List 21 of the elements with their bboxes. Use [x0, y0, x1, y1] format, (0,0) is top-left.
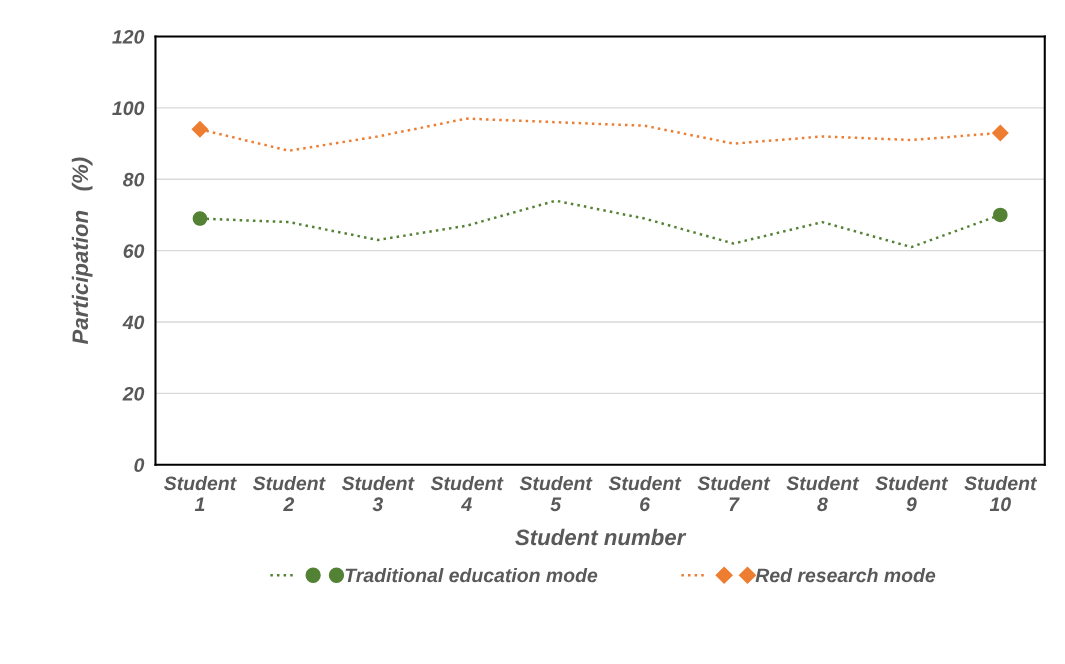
y-tick-label: 60 [123, 244, 145, 258]
y-tick-label: 120 [112, 29, 145, 44]
x-tick-label: Student 10 [964, 475, 1038, 512]
x-axis-title: Student number [515, 528, 687, 546]
x-tick-label: Student 2 [252, 475, 326, 511]
legend-label: Red research mode [755, 567, 936, 583]
y-tick-label: 20 [122, 386, 145, 401]
x-tick-label: Student 4 [430, 475, 504, 511]
y-tick-label: 80 [123, 172, 145, 187]
x-tick-label: Student 3 [341, 475, 415, 512]
y-tick-label: 40 [122, 315, 145, 330]
y-tick-label: 0 [134, 458, 145, 473]
x-tick-label: Student 6 [608, 475, 682, 512]
legend-label: Traditional education mode [345, 567, 598, 583]
x-tick-label: Student 5 [519, 475, 593, 512]
x-tick-label: Student 7 [697, 475, 771, 511]
x-tick-label: Student 1 [164, 475, 237, 511]
y-tick-label: 100 [112, 101, 145, 116]
x-tick-label: Student 8 [786, 475, 860, 512]
y-axis-title: Participation (%) [71, 157, 93, 345]
x-tick-label: Student 9 [875, 475, 949, 512]
